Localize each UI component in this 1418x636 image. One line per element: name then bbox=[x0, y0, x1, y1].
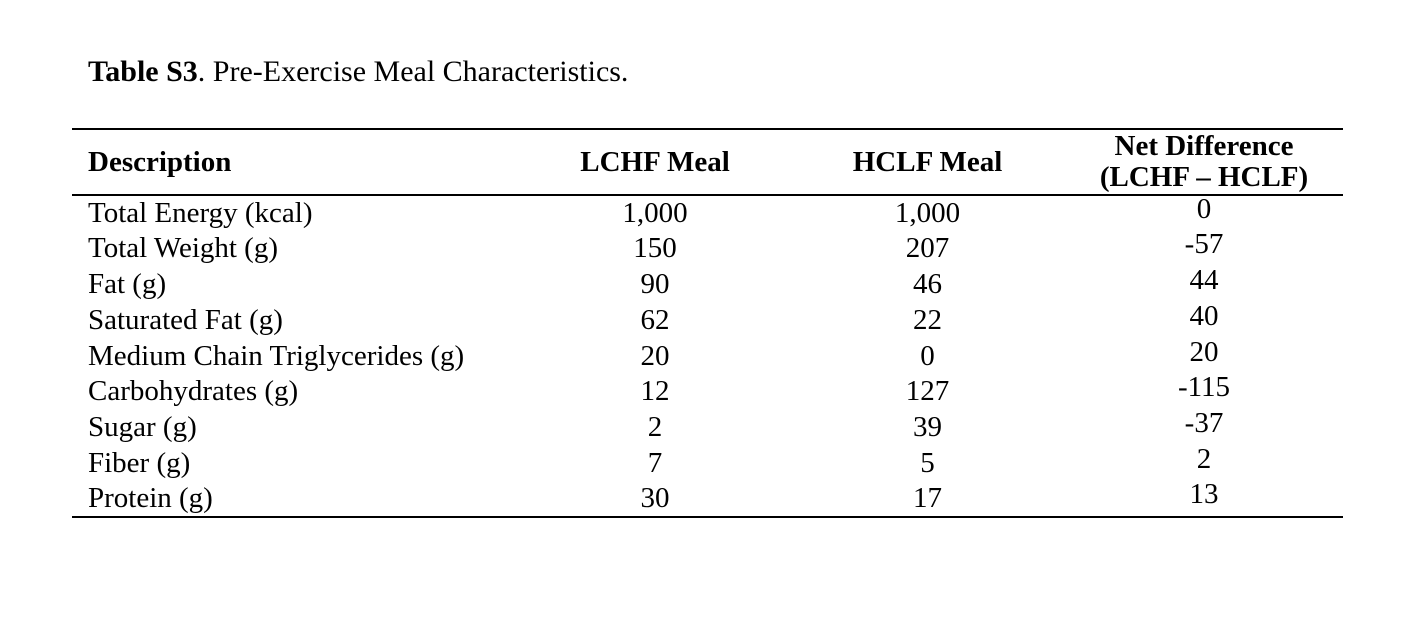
table-row: Protein (g) 30 17 13 bbox=[72, 478, 1343, 517]
cell-hclf-value: 46 bbox=[913, 267, 942, 300]
cell-description: Fat (g) bbox=[88, 267, 167, 300]
net-difference-text: 0 bbox=[1196, 192, 1212, 225]
cell-lchf-value: 1,000 bbox=[622, 196, 688, 229]
net-difference-text: -57 bbox=[1184, 228, 1224, 261]
cell-net-difference-value: 13 bbox=[1065, 478, 1343, 517]
cell-hclf-value: 0 bbox=[920, 339, 935, 372]
table-row: Total Energy (kcal) 1,000 1,000 0 bbox=[72, 192, 1343, 231]
cell-description: Protein (g) bbox=[88, 482, 213, 515]
cell-net-difference-value: -37 bbox=[1065, 407, 1343, 446]
net-difference-text: 44 bbox=[1189, 263, 1219, 296]
cell-lchf-value: 12 bbox=[640, 375, 670, 408]
cell-lchf-value: 150 bbox=[633, 232, 677, 265]
cell-description: Carbohydrates (g) bbox=[88, 375, 299, 408]
cell-description: Sugar (g) bbox=[88, 411, 197, 444]
cell-net-difference-value: 2 bbox=[1065, 442, 1343, 482]
cell-lchf-value: 2 bbox=[647, 411, 663, 444]
cell-description: Fiber (g) bbox=[88, 446, 191, 479]
table-row: Total Weight (g) 150 207 -57 bbox=[72, 228, 1343, 267]
table-row: Carbohydrates (g) 12 127 -115 bbox=[72, 371, 1343, 410]
cell-hclf-value: 5 bbox=[920, 446, 935, 479]
table-caption-number: Table S3 bbox=[88, 55, 198, 88]
table-row: Saturated Fat (g) 62 22 40 bbox=[72, 299, 1343, 338]
net-difference-text: 13 bbox=[1189, 478, 1219, 511]
cell-lchf-value: 7 bbox=[647, 446, 663, 479]
net-difference-text: -37 bbox=[1184, 407, 1224, 440]
header-lchf-meal: LCHF Meal bbox=[520, 129, 790, 196]
cell-description: Total Energy (kcal) bbox=[88, 196, 313, 229]
net-difference-text: 2 bbox=[1196, 442, 1212, 475]
header-hclf-meal: HCLF Meal bbox=[789, 129, 1066, 196]
cell-hclf-value: 39 bbox=[913, 411, 942, 444]
table-caption-title: . Pre-Exercise Meal Characteristics. bbox=[197, 55, 629, 88]
cell-lchf-value: 90 bbox=[640, 267, 670, 300]
cell-description: Total Weight (g) bbox=[88, 232, 279, 265]
cell-net-difference-value: -115 bbox=[1065, 371, 1343, 410]
cell-lchf-value: 20 bbox=[640, 339, 670, 372]
cell-hclf-value: 17 bbox=[913, 482, 942, 515]
cell-lchf-value: 62 bbox=[640, 303, 670, 336]
cell-hclf-value: 22 bbox=[913, 303, 942, 336]
cell-net-difference-value: 40 bbox=[1065, 299, 1343, 338]
cell-hclf-value: 207 bbox=[905, 232, 950, 265]
cell-net-difference-value: 20 bbox=[1065, 335, 1343, 374]
cell-description: Saturated Fat (g) bbox=[88, 303, 283, 336]
header-net-difference-line1: Net Difference bbox=[1114, 130, 1294, 162]
cell-hclf-value: 127 bbox=[905, 375, 950, 408]
cell-net-difference-value: -57 bbox=[1065, 228, 1343, 267]
table-row: Fiber (g) 7 5 2 bbox=[72, 442, 1343, 482]
cell-net-difference-value: 44 bbox=[1065, 263, 1343, 303]
net-difference-text: -115 bbox=[1177, 371, 1231, 404]
header-row: Description LCHF Meal HCLF Meal Net Diff… bbox=[72, 129, 1343, 196]
cell-lchf-value: 30 bbox=[640, 482, 670, 515]
cell-hclf-value: 1,000 bbox=[894, 196, 961, 229]
table-row: Fat (g) 90 46 44 bbox=[72, 263, 1343, 303]
header-net-difference: Net Difference (LCHF – HCLF) bbox=[1065, 129, 1343, 196]
cell-net-difference-value: 0 bbox=[1065, 192, 1343, 231]
header-description: Description bbox=[72, 129, 521, 196]
net-difference-text: 20 bbox=[1189, 335, 1219, 368]
table-row: Sugar (g) 2 39 -37 bbox=[72, 407, 1343, 446]
header-net-difference-line2: (LCHF – HCLF) bbox=[1099, 161, 1309, 193]
table-row: Medium Chain Triglycerides (g) 20 0 20 bbox=[72, 335, 1343, 374]
cell-description: Medium Chain Triglycerides (g) bbox=[88, 339, 465, 372]
net-difference-text: 40 bbox=[1189, 299, 1219, 332]
table-caption: Table S3. Pre-Exercise Meal Characterist… bbox=[88, 54, 628, 90]
meal-characteristics-table: Description LCHF Meal HCLF Meal Net Diff… bbox=[72, 128, 1343, 519]
